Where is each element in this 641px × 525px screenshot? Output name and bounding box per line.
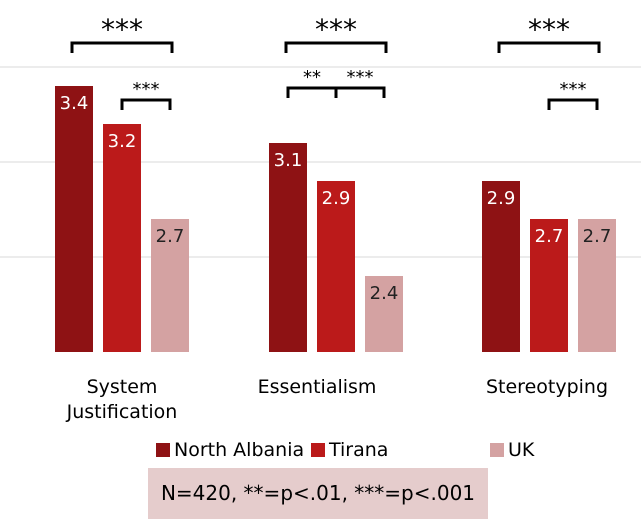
- category-label: Essentialism: [258, 376, 377, 398]
- data-label: 3.1: [274, 150, 303, 171]
- legend-swatch-2: [490, 443, 504, 457]
- category-label: Justification: [66, 401, 178, 423]
- bar-uk-1: [365, 276, 403, 352]
- significance-bracket: [334, 86, 386, 98]
- data-label: 2.9: [322, 188, 351, 209]
- data-label: 2.7: [535, 226, 564, 247]
- legend-swatch-0: [156, 443, 170, 457]
- significance-bracket: [497, 41, 601, 53]
- significance-bracket: [547, 98, 599, 110]
- significance-label: ***: [315, 13, 357, 46]
- sample-note: N=420, **=p<.01, ***=p<.001: [148, 468, 488, 519]
- data-label: 2.7: [583, 226, 612, 247]
- data-label: 3.4: [60, 93, 89, 114]
- bar-north-albania-2: [482, 181, 520, 352]
- significance-bracket: [284, 41, 388, 53]
- bar-tirana-0: [103, 124, 141, 352]
- significance-label: ***: [347, 67, 374, 88]
- bar-tirana-1: [317, 181, 355, 352]
- significance-label: ***: [560, 79, 587, 100]
- data-label: 3.2: [108, 131, 137, 152]
- data-label: 2.9: [487, 188, 516, 209]
- significance-label: ***: [528, 13, 570, 46]
- bar-uk-0: [151, 219, 189, 352]
- bar-uk-2: [578, 219, 616, 352]
- bar-tirana-2: [530, 219, 568, 352]
- bar-north-albania-1: [269, 143, 307, 352]
- significance-bracket: [286, 86, 338, 98]
- significance-label: ***: [133, 79, 160, 100]
- significance-label: ***: [101, 13, 143, 46]
- category-label: System: [87, 376, 158, 398]
- legend-swatch-1: [311, 443, 325, 457]
- legend-label: North Albania: [174, 439, 304, 461]
- significance-bracket: [70, 41, 174, 53]
- data-label: 2.4: [370, 283, 399, 304]
- bar-north-albania-0: [55, 86, 93, 352]
- legend-label: Tirana: [328, 439, 388, 461]
- significance-bracket: [120, 98, 172, 110]
- legend-label: UK: [508, 439, 535, 461]
- category-label: Stereotyping: [486, 376, 608, 398]
- data-label: 2.7: [156, 226, 185, 247]
- significance-label: **: [303, 67, 321, 88]
